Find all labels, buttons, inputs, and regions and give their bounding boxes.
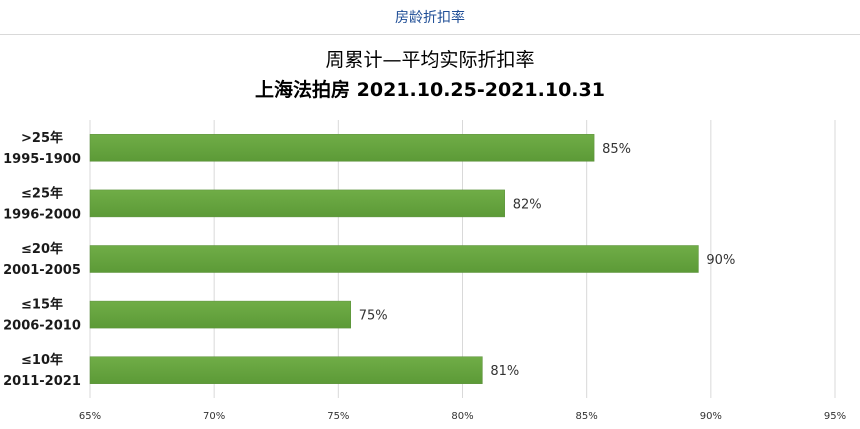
category-label: ≤25年 <box>21 185 63 201</box>
x-tick-label: 80% <box>451 411 473 422</box>
x-tick-label: 95% <box>824 411 846 422</box>
chart-title: 周累计—平均实际折扣率 <box>325 49 535 71</box>
bar <box>89 245 699 273</box>
bar <box>89 356 483 384</box>
x-tick-label: 85% <box>576 411 598 422</box>
x-tick-label: 90% <box>700 411 722 422</box>
category-label: >25年 <box>21 130 63 146</box>
data-label: 85% <box>602 142 631 157</box>
category-year-range: 1996-2000 <box>3 207 81 222</box>
chart-subtitle: 上海法拍房 2021.10.25-2021.10.31 <box>255 79 605 101</box>
x-tick-label: 75% <box>327 411 349 422</box>
category-year-range: 2006-2010 <box>3 319 81 334</box>
category-label: ≤20年 <box>21 241 63 257</box>
data-label: 90% <box>706 253 735 268</box>
tab-header: 房龄折扣率 <box>0 0 860 35</box>
category-year-range: 2001-2005 <box>3 263 81 278</box>
bar <box>89 134 595 162</box>
bar <box>89 300 351 329</box>
category-year-range: 2011-2021 <box>3 374 81 389</box>
x-tick-label: 70% <box>203 411 225 422</box>
data-label: 81% <box>490 364 519 379</box>
category-label: ≤10年 <box>21 352 63 368</box>
category-label: ≤15年 <box>21 297 63 313</box>
tab-title[interactable]: 房龄折扣率 <box>395 10 465 26</box>
bar <box>89 189 505 218</box>
data-label: 82% <box>513 197 542 212</box>
data-label: 75% <box>359 309 388 324</box>
x-tick-label: 65% <box>79 411 101 422</box>
category-year-range: 1995-1900 <box>3 152 81 167</box>
